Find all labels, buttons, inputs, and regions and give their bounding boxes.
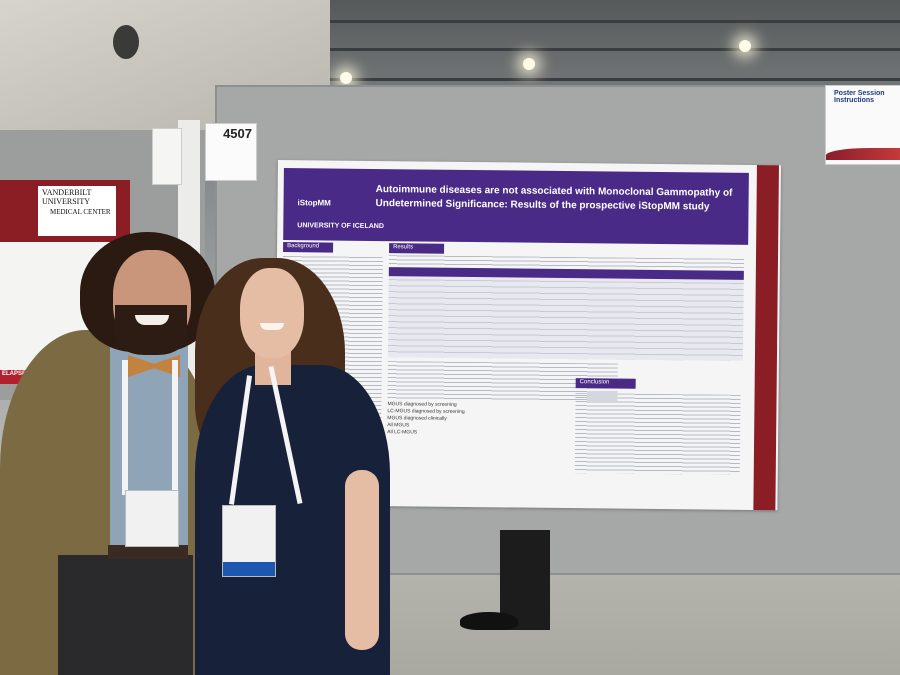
section-conclusion: Conclusion	[575, 378, 636, 389]
man-name-badge	[125, 490, 179, 547]
ceiling-light	[523, 58, 535, 70]
man-lanyard	[122, 360, 128, 495]
medical-center-label: MEDICAL CENTER	[50, 208, 111, 216]
ceiling-truss	[320, 78, 900, 81]
university-name: VANDERBILT UNIVERSITY	[42, 188, 92, 206]
woman-face	[240, 268, 304, 358]
conclusion-text	[574, 393, 741, 475]
man-lanyard	[172, 360, 178, 495]
man-belt	[108, 545, 188, 559]
man-pants	[58, 555, 193, 675]
man-smile	[135, 315, 169, 325]
poster-header: iStopMM UNIVERSITY OF ICELAND Autoimmune…	[283, 168, 749, 245]
table-rows	[387, 279, 744, 361]
woman-arm	[345, 470, 379, 650]
study-logo: iStopMM	[297, 198, 331, 208]
bow-tie	[128, 355, 180, 377]
badge-strip	[223, 562, 275, 576]
poster-side-band	[753, 165, 779, 511]
section-background: Background	[283, 242, 334, 253]
instructions-swoosh	[826, 148, 900, 160]
man-beard	[115, 305, 187, 355]
forest-plot: MGUS diagnosed by screening LC-MGUS diag…	[387, 401, 588, 468]
university-logo	[38, 186, 116, 236]
instructions-card: Poster Session Instructions	[825, 85, 900, 165]
session-card	[152, 128, 182, 185]
ceiling-truss	[270, 20, 900, 23]
university-logo-text: UNIVERSITY OF ICELAND	[297, 222, 384, 231]
instructions-title: Poster Session Instructions	[834, 90, 885, 104]
table-header	[388, 267, 744, 280]
plot-label: All LC-MGUS	[387, 429, 418, 436]
ceiling-truss	[300, 48, 900, 51]
woman-smile	[260, 323, 284, 330]
results-table	[387, 267, 744, 361]
wall-vent	[113, 25, 139, 59]
booth-number: 4507	[223, 126, 252, 141]
ceiling-light	[340, 72, 352, 84]
section-results: Results	[389, 243, 445, 254]
woman-name-badge	[222, 505, 276, 577]
poster-title: Autoimmune diseases are not associated w…	[375, 184, 733, 213]
background-person-shoe	[460, 612, 518, 630]
ceiling-light	[739, 40, 751, 52]
booth-number-card: 4507	[205, 123, 257, 181]
